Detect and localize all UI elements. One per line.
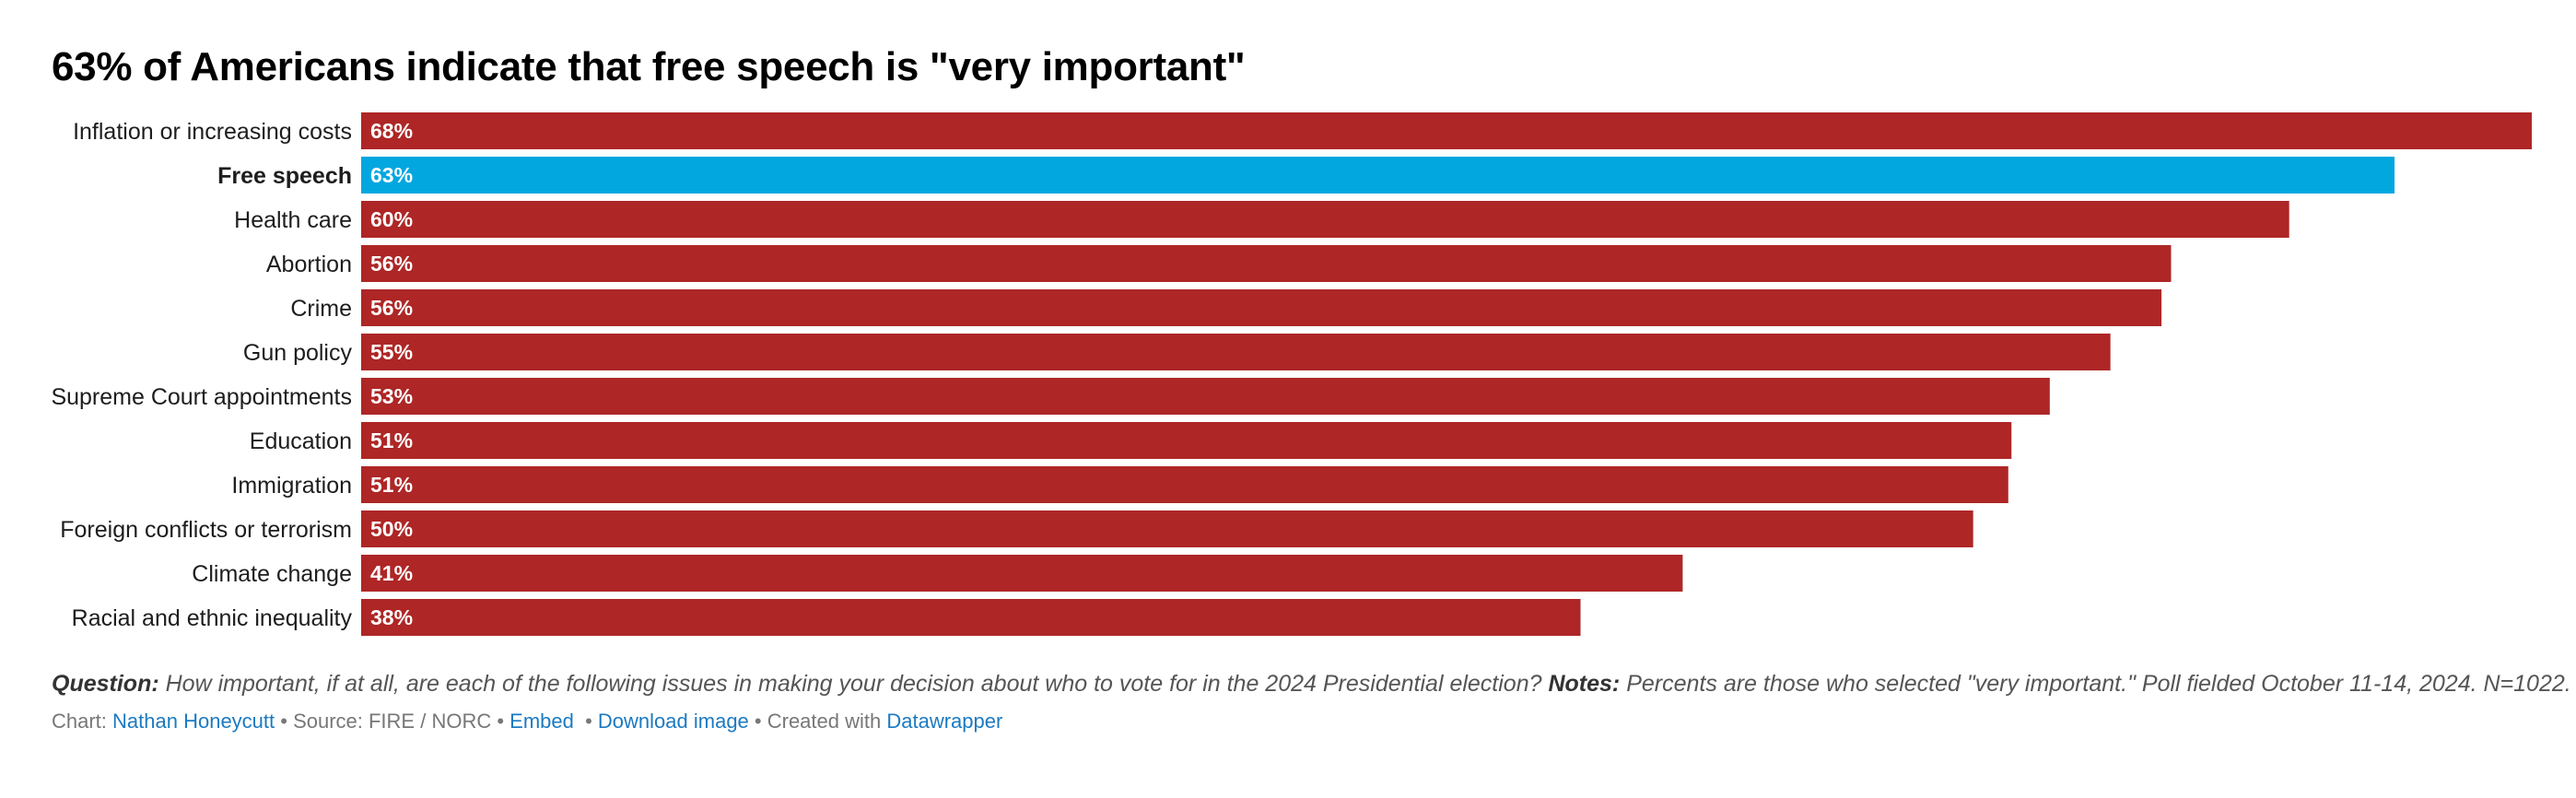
download-image-link[interactable]: Download image xyxy=(597,710,749,733)
notes-text: Percents are those who selected "very im… xyxy=(1620,671,2571,697)
bar-immigration xyxy=(361,466,2008,503)
value-label: 51% xyxy=(370,428,413,452)
notes-label: Notes: xyxy=(1548,671,1621,697)
bar-free-speech xyxy=(361,157,2395,194)
datawrapper-link[interactable]: Datawrapper xyxy=(886,710,1003,733)
bar-chart: Inflation or increasing costs 68% Free spe… xyxy=(51,112,2532,636)
author-link[interactable]: Nathan Honeycutt xyxy=(112,710,275,733)
bar-health-care xyxy=(361,201,2289,238)
value-label: 38% xyxy=(370,605,413,629)
created-with-text: • Created with xyxy=(748,710,887,733)
category-label: Climate change xyxy=(192,561,352,587)
value-label: 60% xyxy=(370,207,413,231)
value-label: 41% xyxy=(370,561,413,585)
chart-prefix: Chart: xyxy=(52,710,113,733)
category-label: Education xyxy=(250,428,352,454)
bar-racial-and-ethnic-inequality xyxy=(361,599,1581,636)
category-label: Racial and ethnic inequality xyxy=(72,605,353,631)
bar-gun-policy xyxy=(361,334,2111,370)
bar-crime xyxy=(361,289,2162,326)
question-label: Question: xyxy=(52,671,159,697)
embed-link[interactable]: Embed xyxy=(509,710,574,733)
separator: • xyxy=(573,710,598,733)
value-label: 51% xyxy=(370,473,413,497)
category-label: Health care xyxy=(234,207,352,233)
value-label: 56% xyxy=(370,296,413,320)
category-label: Inflation or increasing costs xyxy=(73,119,352,145)
chart-footer: Chart: Nathan Honeycutt • Source: FIRE /… xyxy=(52,710,1002,733)
question-text: How important, if at all, are each of th… xyxy=(158,671,1549,697)
source-text: • Source: FIRE / NORC • xyxy=(275,710,510,733)
category-label: Free speech xyxy=(217,163,352,189)
value-label: 53% xyxy=(370,384,413,408)
chart-notes: Question: How important, if at all, are … xyxy=(52,671,2571,698)
bar-foreign-conflicts-or-terrorism xyxy=(361,510,1973,547)
bar-abortion xyxy=(361,245,2172,282)
bar-inflation-or-increasing-costs xyxy=(361,112,2532,149)
category-label: Supreme Court appointments xyxy=(51,384,352,410)
value-label: 63% xyxy=(370,163,413,187)
value-label: 50% xyxy=(370,517,413,541)
category-label: Immigration xyxy=(231,473,352,499)
category-label: Crime xyxy=(290,296,352,322)
value-label: 68% xyxy=(370,119,413,143)
value-label: 55% xyxy=(370,340,413,364)
bar-climate-change xyxy=(361,555,1683,592)
bar-supreme-court-appointments xyxy=(361,378,2050,415)
chart-title: 63% of Americans indicate that free spee… xyxy=(52,44,1246,89)
value-label: 56% xyxy=(370,252,413,276)
category-label: Foreign conflicts or terrorism xyxy=(60,517,352,543)
category-label: Abortion xyxy=(266,252,352,277)
bar-education xyxy=(361,422,2012,459)
category-label: Gun policy xyxy=(243,340,353,366)
